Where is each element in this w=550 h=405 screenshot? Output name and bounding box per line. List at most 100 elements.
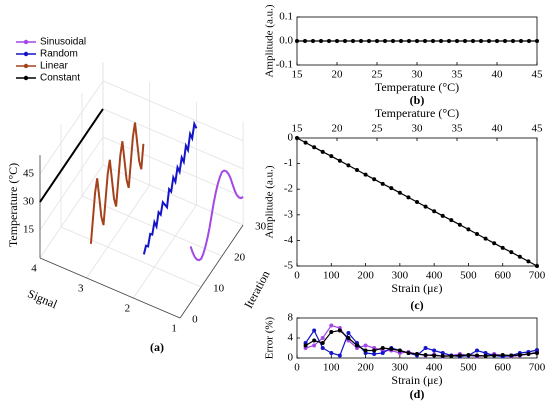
- x-tick-label: 40: [492, 69, 504, 81]
- panel-label: (c): [410, 298, 423, 312]
- data-point: [449, 354, 454, 358]
- data-point: [397, 348, 402, 353]
- y-tick-label: -2: [284, 183, 293, 195]
- grid-line: [102, 80, 244, 142]
- data-point: [455, 39, 459, 43]
- data-point: [432, 209, 437, 214]
- data-point: [346, 163, 351, 168]
- y-axis-label: Error (%): [264, 316, 276, 359]
- y-tick-label: 0.1: [279, 11, 293, 23]
- x2-tick-label: 30: [412, 123, 424, 135]
- z-tick-label: 15: [23, 223, 35, 235]
- signal-tick-label: 2: [125, 303, 131, 315]
- legend-marker: [23, 51, 29, 57]
- x-tick-label: 700: [529, 270, 546, 282]
- iteration-tick-label: 30: [255, 221, 267, 233]
- data-point: [475, 232, 479, 236]
- data-point: [312, 328, 317, 333]
- data-point: [389, 186, 394, 191]
- data-point: [329, 154, 334, 159]
- data-point: [509, 250, 514, 255]
- data-point: [346, 336, 351, 340]
- y-tick-label: -1: [284, 157, 293, 169]
- series-line: [89, 122, 145, 244]
- data-point: [355, 168, 359, 172]
- data-point: [492, 353, 497, 358]
- grid-line: [102, 136, 244, 198]
- z-tick-label: 30: [23, 195, 35, 207]
- data-point: [431, 39, 435, 43]
- x-tick-label: 15: [292, 69, 304, 81]
- x2-tick-label: 45: [532, 123, 544, 135]
- data-point: [466, 353, 471, 357]
- y-tick-label: 4: [288, 332, 294, 344]
- grid-line: [60, 226, 202, 288]
- grid-line: [39, 80, 104, 175]
- data-point: [407, 39, 411, 43]
- data-point: [359, 39, 363, 43]
- legend-marker: [23, 63, 29, 69]
- data-point: [303, 39, 307, 43]
- x2-tick-label: 20: [332, 123, 344, 135]
- legend-marker: [23, 75, 29, 81]
- data-point: [519, 39, 523, 43]
- data-point: [391, 39, 395, 43]
- x-tick-label: 500: [460, 270, 477, 282]
- data-point: [440, 351, 445, 355]
- x2-tick-label: 35: [452, 123, 464, 135]
- data-point: [415, 39, 419, 43]
- data-point: [372, 177, 377, 182]
- data-point: [372, 352, 377, 356]
- data-point: [500, 353, 505, 357]
- y-tick-label: -5: [284, 260, 294, 272]
- x-tick-label: 0: [294, 362, 300, 374]
- x-tick-label: 500: [460, 362, 477, 374]
- x2-tick-label: 40: [492, 123, 504, 135]
- grid-line: [39, 164, 104, 259]
- x-tick-label: 100: [323, 270, 340, 282]
- data-point: [363, 172, 368, 177]
- x-tick-label: 300: [392, 362, 409, 374]
- data-point: [415, 200, 419, 204]
- iteration-tick-label: 20: [234, 252, 246, 264]
- y-tick-label: -3: [284, 208, 294, 220]
- data-point: [329, 323, 334, 328]
- panel-label: (a): [150, 340, 164, 354]
- legend-label: Linear: [40, 61, 68, 72]
- data-point: [303, 140, 308, 145]
- x-tick-label: 700: [529, 362, 546, 374]
- x-tick-label: 200: [357, 362, 374, 374]
- series-line: [142, 120, 198, 255]
- data-point: [329, 330, 334, 334]
- data-point: [503, 39, 507, 43]
- grid-line: [39, 136, 104, 231]
- data-point: [312, 343, 317, 348]
- data-point: [312, 145, 317, 150]
- x-tick-label: 400: [426, 270, 443, 282]
- data-point: [500, 245, 505, 250]
- x-axis-label: Strain (με): [391, 373, 442, 387]
- signal-axis-label: Signal: [26, 286, 60, 311]
- data-point: [337, 158, 342, 163]
- iteration-axis-label: Iteration: [241, 268, 272, 310]
- data-point: [440, 213, 445, 218]
- data-point: [320, 341, 325, 345]
- legend-label: Constant: [40, 73, 80, 84]
- signal-tick-label: 4: [31, 263, 37, 275]
- z-axis-label: Temperature (°C): [6, 163, 20, 247]
- data-point: [423, 346, 428, 350]
- y-tick-label: 0.0: [279, 35, 293, 47]
- x-tick-label: 600: [494, 270, 511, 282]
- x-tick-label: 600: [494, 362, 511, 374]
- legend-marker: [23, 39, 29, 45]
- data-point: [471, 39, 475, 43]
- data-point: [440, 354, 445, 358]
- data-point: [415, 352, 419, 356]
- z-tick-label: 45: [23, 167, 35, 179]
- y-axis-label: Amplitude (a.u.): [264, 165, 276, 238]
- data-point: [380, 351, 385, 355]
- data-point: [367, 39, 371, 43]
- data-point: [483, 354, 488, 358]
- y-tick-label: -0.1: [276, 59, 293, 71]
- data-point: [311, 39, 315, 43]
